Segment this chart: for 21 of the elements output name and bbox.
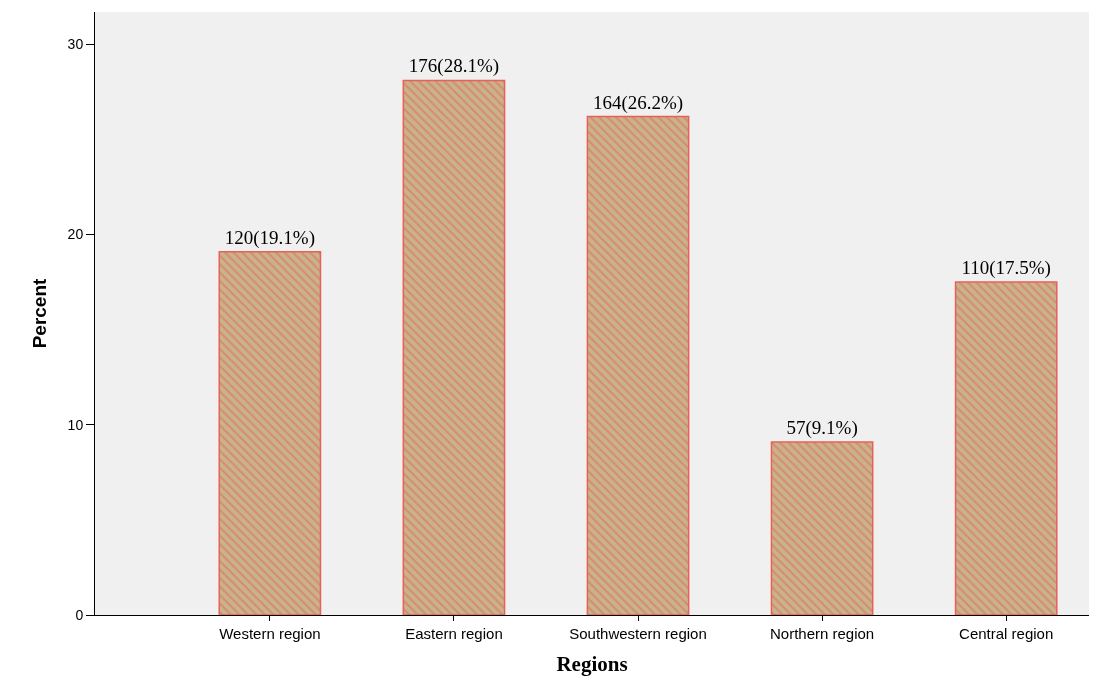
data-label: 110(17.5%) (961, 257, 1051, 280)
bar (954, 281, 1058, 615)
bar (586, 115, 690, 615)
y-tick-label: 10 (67, 416, 84, 433)
bar (402, 79, 506, 615)
x-axis-title: Regions (556, 652, 628, 677)
x-tick-label: Southwestern region (569, 625, 707, 642)
bar (218, 250, 322, 615)
y-tick-label: 0 (75, 606, 84, 623)
y-tick-label: 30 (67, 36, 84, 53)
x-tick-label: Northern region (769, 625, 875, 642)
data-label: 176(28.1%) (408, 55, 500, 78)
data-label: 164(26.2%) (592, 91, 684, 114)
x-tick-label: Eastern region (405, 625, 503, 642)
y-tick-label: 20 (67, 226, 84, 243)
bar (770, 441, 874, 615)
data-label: 57(9.1%) (786, 416, 858, 439)
data-label: 120(19.1%) (224, 226, 315, 249)
x-tick-label: Central region (959, 625, 1054, 642)
y-axis-title: Percent (29, 277, 51, 349)
x-tick-label: Western region (219, 625, 321, 642)
